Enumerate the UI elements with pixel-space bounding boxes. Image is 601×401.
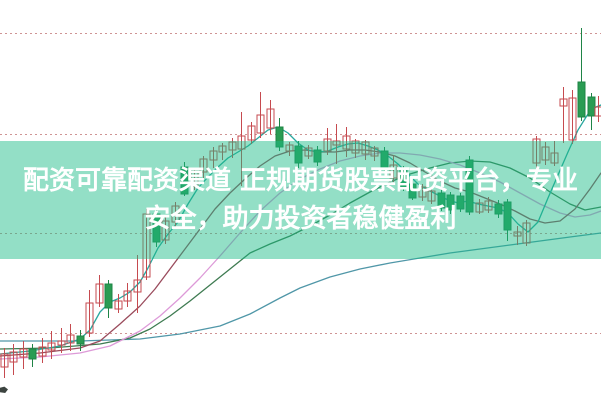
candle-up	[47, 331, 56, 359]
candle-up	[332, 124, 341, 164]
candle-down	[28, 344, 37, 367]
candle-up	[85, 290, 94, 337]
ma-line-ma-maroon	[0, 149, 601, 357]
candle-down	[408, 180, 417, 200]
candle-down	[152, 210, 161, 247]
candle-up	[513, 226, 522, 245]
candle-up	[304, 145, 313, 159]
candle-down	[587, 93, 596, 130]
candle-up	[361, 140, 370, 160]
candle-up	[66, 324, 75, 351]
candle-up	[38, 338, 47, 363]
candle-up	[418, 184, 427, 201]
candle-up	[370, 146, 379, 161]
promo-banner-band: 配资可靠配资渠道 正规期货股票配资平台，专业 安全，助力投资者稳健盈利	[0, 141, 601, 259]
candle-up	[123, 283, 132, 307]
ma-line-ma-green	[0, 160, 601, 350]
candle-up	[522, 220, 531, 246]
candle-up	[285, 142, 294, 156]
candle-up	[389, 155, 398, 182]
candle-down	[180, 162, 189, 196]
candle-up	[351, 139, 360, 158]
candle-down	[494, 200, 503, 218]
candle-up	[342, 127, 351, 157]
banner-line-1: 配资可靠配资渠道 正规期货股票配资平台，专业	[22, 166, 579, 196]
candle-down	[76, 330, 85, 351]
candle-down	[294, 141, 303, 168]
candle-down	[313, 146, 322, 166]
candle-up	[475, 199, 484, 214]
candle-up	[190, 168, 199, 190]
candle-down	[503, 199, 512, 241]
candle-down	[104, 280, 113, 318]
candle-down	[399, 166, 408, 191]
candle-up	[559, 87, 568, 143]
candle-up	[57, 328, 66, 353]
candle-down	[446, 192, 455, 214]
candle-up	[568, 90, 577, 144]
candle-up	[142, 209, 151, 280]
candle-up	[266, 100, 275, 134]
candle-down	[465, 156, 474, 215]
candle-up	[484, 197, 493, 213]
candle-up	[0, 348, 9, 378]
candle-up	[9, 344, 18, 375]
candle-up	[532, 136, 541, 168]
candle-up	[550, 141, 559, 166]
banner-line-2: 安全，助力投资者稳健盈利	[144, 204, 457, 234]
ma-line-ma-magenta	[0, 152, 601, 360]
candle-up	[427, 188, 436, 204]
candle-up	[199, 156, 208, 178]
candle-up	[256, 92, 265, 138]
candle-up	[209, 147, 218, 168]
candle-up	[228, 138, 237, 158]
candle-down	[437, 189, 446, 211]
candle-up	[323, 128, 332, 155]
candle-up	[133, 255, 142, 313]
candle-up	[19, 341, 28, 369]
candle-up	[114, 294, 123, 313]
corner-artifact-mark	[0, 386, 8, 393]
candle-down	[275, 118, 284, 151]
candle-up	[541, 142, 550, 165]
candle-up	[218, 143, 227, 160]
candle-down	[456, 193, 465, 212]
candle-up	[95, 275, 104, 307]
candle-down	[380, 147, 389, 171]
candle-down	[577, 28, 586, 121]
candle-up	[171, 202, 180, 228]
ma-line-ma-slow-teal	[0, 232, 601, 342]
candle-up	[237, 112, 246, 186]
candle-up	[594, 96, 601, 122]
candle-up	[247, 122, 256, 144]
candle-up	[161, 216, 170, 244]
